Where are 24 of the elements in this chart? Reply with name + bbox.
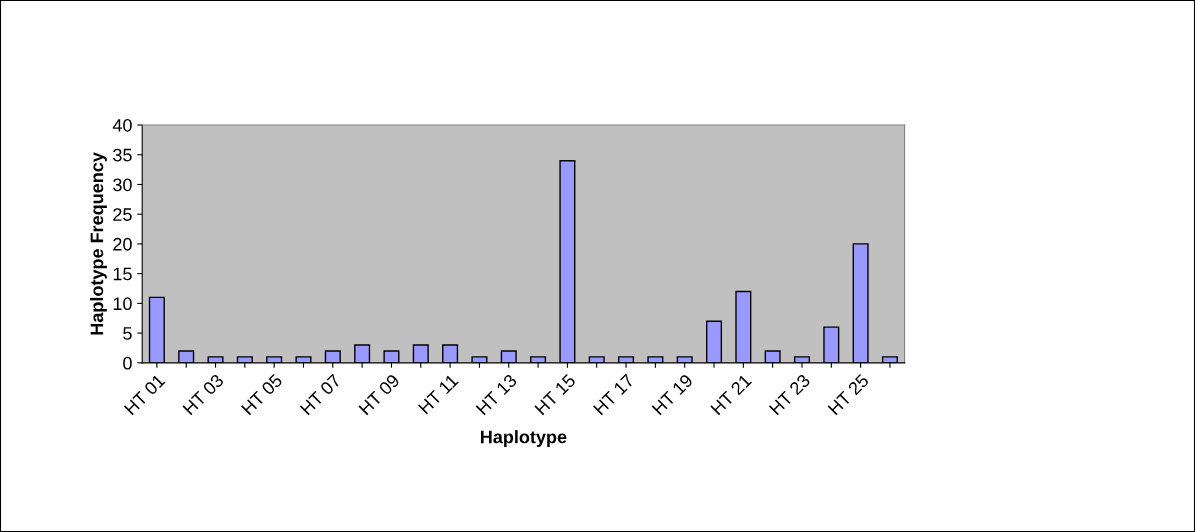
x-tick-label: HT 19 <box>651 373 694 416</box>
x-axis-title: Haplotype <box>480 430 567 447</box>
x-tick-label: HT 25 <box>827 373 870 416</box>
y-tick-label: 0 <box>123 356 132 370</box>
y-tick-label: 40 <box>112 118 132 132</box>
x-tick-label: HT 21 <box>710 373 752 416</box>
x-tick-label: HT 09 <box>358 373 401 416</box>
x-tick-label: HT 03 <box>182 373 225 416</box>
x-tick-label: HT 07 <box>299 373 342 416</box>
y-axis-title: Haplotype Frequency <box>90 152 107 335</box>
x-tick-label: HT 01 <box>123 373 166 416</box>
x-tick-label: HT 05 <box>241 373 284 416</box>
y-tick-label: 20 <box>113 237 132 251</box>
y-tick-label: 30 <box>113 178 132 192</box>
x-tick-label: HT 11 <box>418 373 459 415</box>
y-tick-label: 5 <box>123 327 132 340</box>
x-tick-label: HT 15 <box>534 373 577 416</box>
y-tick-label: 10 <box>113 297 132 311</box>
y-tick-label: 35 <box>113 148 132 162</box>
y-tick-label: 25 <box>113 208 132 221</box>
x-tick-label: HT 13 <box>475 373 518 416</box>
x-tick-label: HT 23 <box>768 373 811 416</box>
y-tick-label: 15 <box>113 267 132 281</box>
x-tick-label: HT 17 <box>593 373 635 416</box>
